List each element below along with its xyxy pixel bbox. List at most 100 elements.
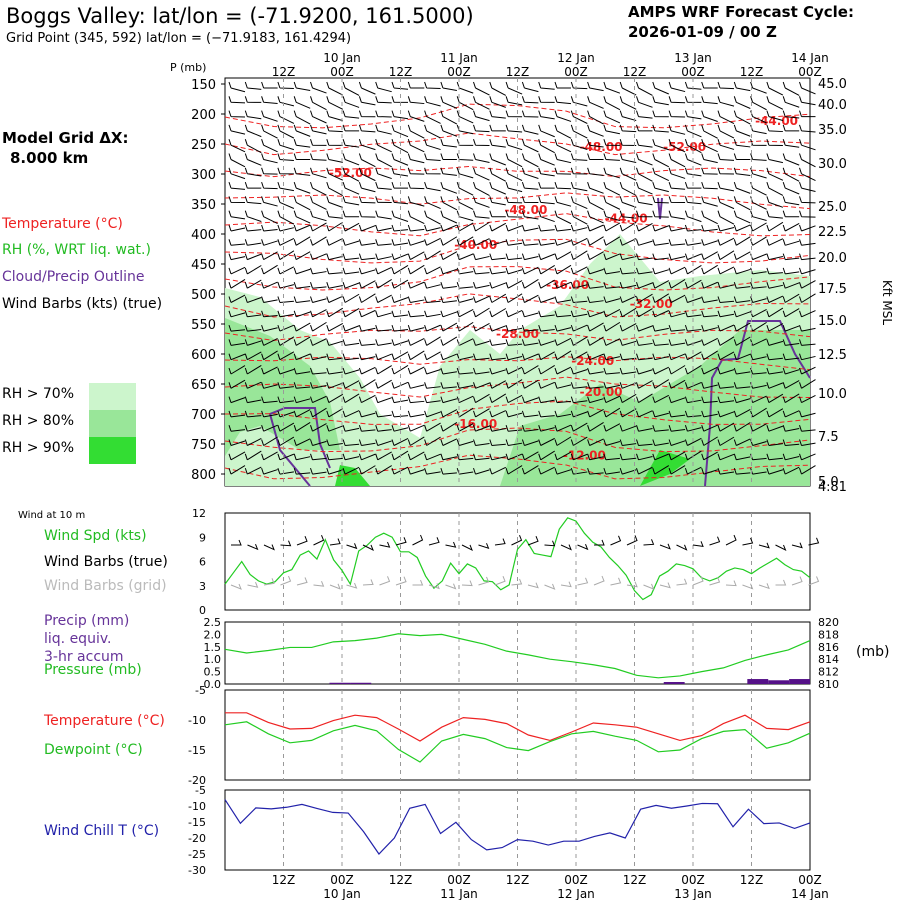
wind-barb — [750, 282, 767, 289]
wind-barb — [244, 110, 262, 120]
wind-barb — [554, 139, 572, 153]
time-label-top: 00Z — [798, 65, 822, 79]
wind-barb — [684, 466, 702, 475]
wind-barb — [505, 353, 523, 361]
wind-barb — [407, 436, 425, 446]
wind-barb — [228, 465, 246, 475]
wind-barb — [766, 393, 784, 404]
height-kft-label: 15.0 — [818, 314, 847, 329]
wind-barb — [473, 267, 490, 275]
wind-barb — [407, 424, 425, 432]
wind-barb — [440, 96, 458, 109]
wind-barb — [440, 409, 458, 418]
wind-barb — [799, 153, 816, 168]
precip-bar — [789, 679, 810, 684]
wind-barb — [538, 339, 555, 346]
wind-barb — [310, 382, 327, 389]
wind-barb — [538, 124, 555, 138]
wind-barb — [505, 339, 523, 346]
precip-ytick-label: 2.0 — [204, 628, 222, 641]
wind-barb — [766, 167, 784, 181]
wind-barb — [326, 439, 343, 446]
wind-barb — [766, 339, 784, 346]
wind-barb — [358, 81, 376, 95]
wind-barb — [424, 310, 441, 318]
wind-barb — [717, 266, 735, 275]
wind-barb — [587, 267, 604, 275]
wind-barb — [701, 167, 718, 175]
surface-wind-barb-true — [329, 538, 341, 546]
wind-barb — [375, 396, 392, 404]
wind-barb — [277, 237, 295, 246]
wind-barb — [538, 253, 555, 261]
wind-barb — [310, 139, 327, 146]
wind-barb — [440, 382, 457, 389]
wind-barb — [717, 110, 735, 124]
wind-barb — [603, 395, 621, 404]
wind-barb — [293, 110, 311, 125]
wind-barb — [733, 81, 751, 92]
wind-barb — [701, 124, 718, 139]
surface-wind-barb-grid — [362, 579, 374, 586]
surface-wind-barb-true — [610, 535, 622, 546]
surface-wind-barb-grid — [659, 582, 671, 589]
wind-barb — [733, 353, 751, 361]
pressure-tick-label: 550 — [191, 318, 216, 333]
wind-barb — [310, 181, 327, 196]
wind-barb — [733, 167, 751, 177]
surface-wind-barb-grid — [461, 580, 473, 587]
wind-barb — [799, 96, 816, 106]
wind-barb — [619, 307, 637, 318]
cycle-label: AMPS WRF Forecast Cycle: — [628, 3, 854, 21]
surface-wind-barb-true — [395, 537, 407, 546]
wind-barb — [733, 224, 751, 232]
wind-barb — [701, 110, 718, 122]
wind-barb — [293, 96, 311, 109]
surface-wind-barb-grid — [643, 583, 655, 590]
wind-barb — [636, 339, 653, 346]
wind-barb — [701, 410, 718, 418]
wind-barb — [717, 367, 735, 375]
wind-barb — [538, 196, 555, 205]
wind-barb — [717, 237, 735, 246]
wind-barb — [261, 382, 278, 389]
wind-barb — [358, 181, 376, 193]
wind-barb — [603, 196, 621, 210]
wind-barb — [587, 282, 604, 289]
wind-barb — [244, 425, 262, 432]
wind-barb — [342, 308, 360, 318]
wind-barb — [538, 110, 555, 120]
temperature-contour-label: -52.00 — [329, 166, 372, 180]
wind-barb — [456, 367, 474, 375]
surface-wind-barb-true — [544, 540, 556, 547]
height-kft-label: 17.5 — [818, 282, 847, 297]
time-label-top: 12Z — [506, 65, 530, 79]
rh80-swatch — [89, 410, 136, 437]
wind-barb — [473, 453, 490, 461]
wind-barb — [587, 367, 604, 375]
wind-barb — [570, 367, 588, 375]
wind-barb — [244, 410, 262, 418]
wind-barb — [310, 210, 327, 222]
wind-barb — [473, 339, 490, 346]
wind-barb — [473, 408, 490, 418]
temperature-contour — [224, 427, 811, 453]
wind-barb — [636, 96, 653, 108]
wind-barb — [473, 238, 490, 246]
wind-barb — [326, 339, 343, 346]
wind-barb — [293, 409, 311, 418]
wind-barb — [440, 353, 458, 361]
surface-wind-barb-true — [659, 543, 671, 550]
height-kft-label: 30.0 — [818, 157, 847, 172]
wind-barb — [799, 167, 816, 181]
wind-barb — [505, 181, 523, 193]
wind-barb — [489, 453, 506, 461]
pressure-tick-label: 500 — [191, 288, 216, 303]
wind-barb — [342, 267, 360, 275]
wind-barb — [782, 282, 800, 289]
date-label-bottom: 13 Jan — [674, 887, 712, 900]
wind-barb — [293, 336, 311, 346]
wind-barb — [538, 81, 555, 90]
windchill-ytick-label: -15 — [188, 816, 206, 829]
pressure-unit: (mb) — [856, 644, 890, 660]
